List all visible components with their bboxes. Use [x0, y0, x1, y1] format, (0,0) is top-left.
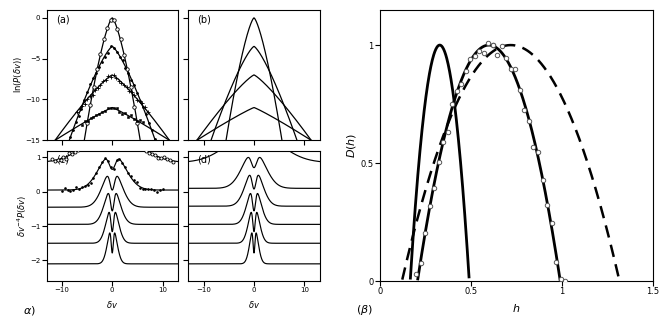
Y-axis label: $D(h)$: $D(h)$: [344, 133, 358, 158]
X-axis label: $h$: $h$: [512, 302, 520, 314]
Text: $\alpha$): $\alpha$): [23, 304, 36, 317]
Y-axis label: $\ln(P(\delta v))$: $\ln(P(\delta v))$: [12, 56, 24, 93]
X-axis label: $\delta v$: $\delta v$: [248, 299, 260, 310]
X-axis label: $\delta v$: $\delta v$: [106, 299, 119, 310]
Text: (a): (a): [56, 15, 69, 25]
Text: (b): (b): [198, 15, 211, 25]
Y-axis label: $\delta v^{-4}P(\delta v)$: $\delta v^{-4}P(\delta v)$: [15, 195, 29, 237]
Text: $(\beta)$: $(\beta)$: [356, 303, 373, 317]
Text: (d): (d): [198, 154, 211, 164]
Text: (c): (c): [56, 154, 69, 164]
